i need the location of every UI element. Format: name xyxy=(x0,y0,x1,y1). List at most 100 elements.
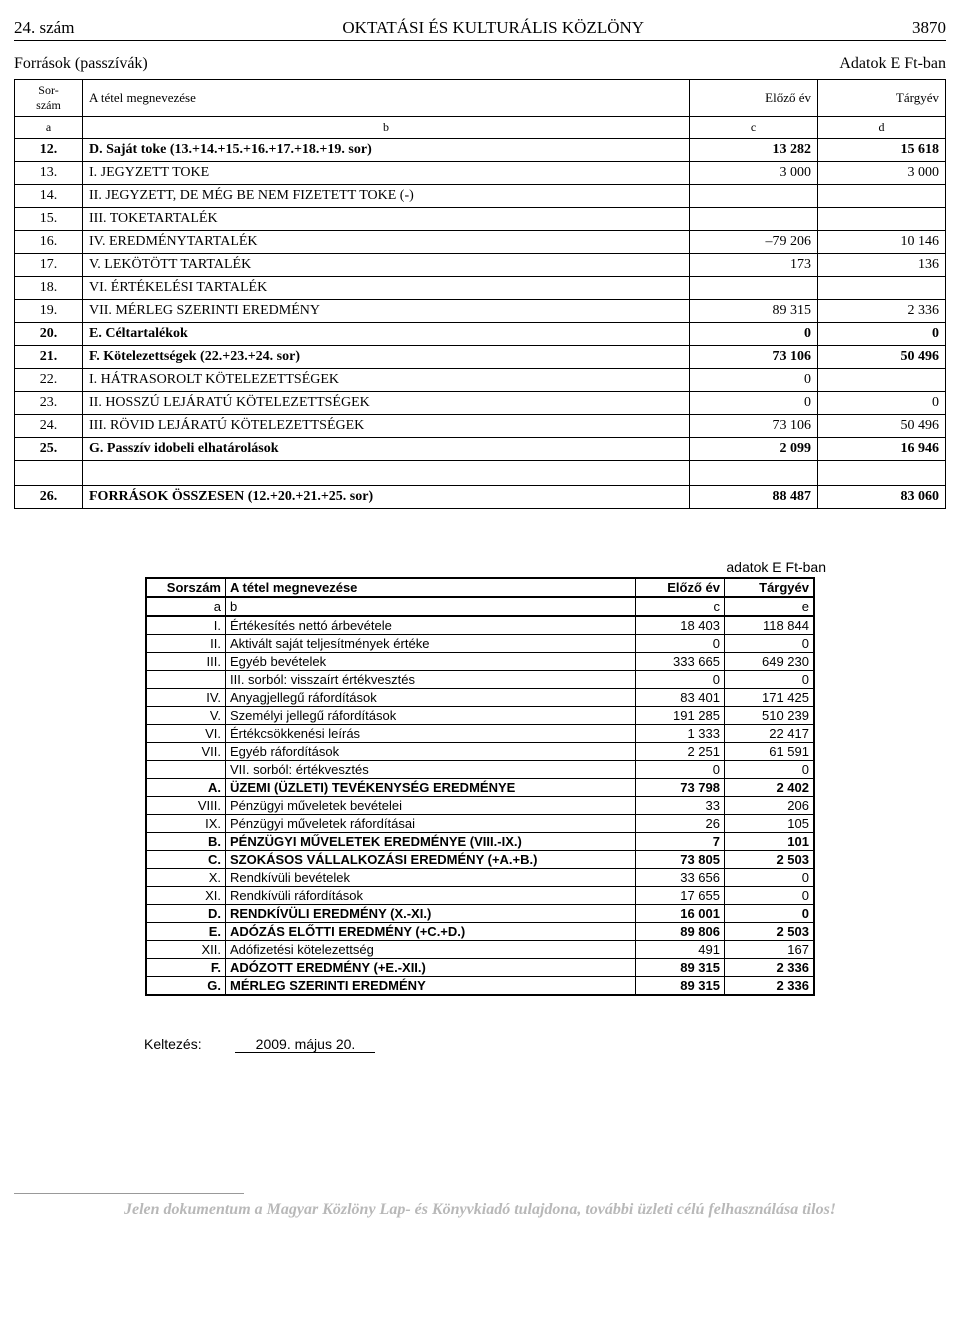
cell: Személyi jellegű ráfordítások xyxy=(226,707,636,725)
cell xyxy=(146,761,226,779)
cell: VII. sorból: értékvesztés xyxy=(226,761,636,779)
t2-head-a: Sorszám xyxy=(146,578,226,597)
cell: 105 xyxy=(725,815,815,833)
t1-sub-c: c xyxy=(690,117,818,139)
t1-head-d: Tárgyév xyxy=(818,80,946,117)
cell: 26. xyxy=(15,486,83,509)
cell: ADÓZOTT EREDMÉNY (+E.-XII.) xyxy=(226,959,636,977)
cell: Értékesítés nettó árbevétele xyxy=(226,616,636,635)
cell: 0 xyxy=(690,392,818,415)
t1-head-c: Előző év xyxy=(690,80,818,117)
cell: 50 496 xyxy=(818,346,946,369)
cell xyxy=(818,185,946,208)
cell: 26 xyxy=(636,815,725,833)
table-row: A.ÜZEMI (ÜZLETI) TEVÉKENYSÉG EREDMÉNYE73… xyxy=(146,779,814,797)
t1-sub-a: a xyxy=(15,117,83,139)
cell: 2 336 xyxy=(725,959,815,977)
cell: E. xyxy=(146,923,226,941)
cell: 17 655 xyxy=(636,887,725,905)
cell: III. TOKETARTALÉK xyxy=(83,208,690,231)
cell: 88 487 xyxy=(690,486,818,509)
table-row: III. sorból: visszaírt értékvesztés00 xyxy=(146,671,814,689)
cell: VIII. xyxy=(146,797,226,815)
date-label: Keltezés: xyxy=(144,1036,202,1052)
cell: II. JEGYZETT, DE MÉG BE NEM FIZETETT TOK… xyxy=(83,185,690,208)
cell: 83 401 xyxy=(636,689,725,707)
t1-head-b: A tétel megnevezése xyxy=(83,80,690,117)
cell: Értékcsökkenési leírás xyxy=(226,725,636,743)
cell: 136 xyxy=(818,254,946,277)
cell: 0 xyxy=(636,671,725,689)
table-row: 23.II. HOSSZÚ LEJÁRATÚ KÖTELEZETTSÉGEK00 xyxy=(15,392,946,415)
table-row: II.Aktivált saját teljesítmények értéke0… xyxy=(146,635,814,653)
cell: VII. MÉRLEG SZERINTI EREDMÉNY xyxy=(83,300,690,323)
cell: 0 xyxy=(636,635,725,653)
cell: I. xyxy=(146,616,226,635)
cell xyxy=(146,671,226,689)
cell: 2 503 xyxy=(725,851,815,869)
cell: –79 206 xyxy=(690,231,818,254)
table-row: VIII.Pénzügyi műveletek bevételei33206 xyxy=(146,797,814,815)
cell: V. LEKÖTÖTT TARTALÉK xyxy=(83,254,690,277)
table-row: 22.I. HÁTRASOROLT KÖTELEZETTSÉGEK0 xyxy=(15,369,946,392)
cell: Rendkívüli bevételek xyxy=(226,869,636,887)
cell: 0 xyxy=(725,887,815,905)
cell: III. RÖVID LEJÁRATÚ KÖTELEZETTSÉGEK xyxy=(83,415,690,438)
cell: 14. xyxy=(15,185,83,208)
cell: III. xyxy=(146,653,226,671)
cell: 12. xyxy=(15,139,83,162)
cell: 171 425 xyxy=(725,689,815,707)
cell: FORRÁSOK ÖSSZESEN (12.+20.+21.+25. sor) xyxy=(83,486,690,509)
cell: ÜZEMI (ÜZLETI) TEVÉKENYSÉG EREDMÉNYE xyxy=(226,779,636,797)
cell: 13 282 xyxy=(690,139,818,162)
cell: 333 665 xyxy=(636,653,725,671)
cell: 2 336 xyxy=(725,977,815,996)
table-row: 16.IV. EREDMÉNYTARTALÉK–79 20610 146 xyxy=(15,231,946,254)
cell xyxy=(690,277,818,300)
cell: MÉRLEG SZERINTI EREDMÉNY xyxy=(226,977,636,996)
t2-sub-c: c xyxy=(636,597,725,616)
header-left: 24. szám xyxy=(14,18,74,38)
cell: 24. xyxy=(15,415,83,438)
cell: 3 000 xyxy=(690,162,818,185)
table-row: 24.III. RÖVID LEJÁRATÚ KÖTELEZETTSÉGEK73… xyxy=(15,415,946,438)
cell: 491 xyxy=(636,941,725,959)
cell: Egyéb bevételek xyxy=(226,653,636,671)
footnote-separator xyxy=(14,1193,244,1194)
cell: Pénzügyi műveletek bevételei xyxy=(226,797,636,815)
cell: 61 591 xyxy=(725,743,815,761)
table-row: E.ADÓZÁS ELŐTTI EREDMÉNY (+C.+D.)89 8062… xyxy=(146,923,814,941)
cell: 73 106 xyxy=(690,415,818,438)
header-right: 3870 xyxy=(912,18,946,38)
t1-sub-b: b xyxy=(83,117,690,139)
table-row: XII.Adófizetési kötelezettség491167 xyxy=(146,941,814,959)
footnote-text: Jelen dokumentum a Magyar Közlöny Lap- é… xyxy=(14,1201,946,1219)
cell: 73 106 xyxy=(690,346,818,369)
cell: SZOKÁSOS VÁLLALKOZÁSI EREDMÉNY (+A.+B.) xyxy=(226,851,636,869)
cell: G. xyxy=(146,977,226,996)
cell: 20. xyxy=(15,323,83,346)
cell: VI. ÉRTÉKELÉSI TARTALÉK xyxy=(83,277,690,300)
balance-table: Sor- szám A tétel megnevezése Előző év T… xyxy=(14,79,946,509)
table-row: B.PÉNZÜGYI MŰVELETEK EREDMÉNYE (VIII.-IX… xyxy=(146,833,814,851)
cell: C. xyxy=(146,851,226,869)
table-row: 15.III. TOKETARTALÉK xyxy=(15,208,946,231)
cell: XII. xyxy=(146,941,226,959)
table-row: V.Személyi jellegű ráfordítások191 28551… xyxy=(146,707,814,725)
table-row: 20.E. Céltartalékok00 xyxy=(15,323,946,346)
cell: 167 xyxy=(725,941,815,959)
cell: PÉNZÜGYI MŰVELETEK EREDMÉNYE (VIII.-IX.) xyxy=(226,833,636,851)
cell: 0 xyxy=(818,392,946,415)
cell: 73 805 xyxy=(636,851,725,869)
table-row: XI.Rendkívüli ráfordítások17 6550 xyxy=(146,887,814,905)
t2-sub-a: a xyxy=(146,597,226,616)
cell: 0 xyxy=(690,323,818,346)
table-row: 19.VII. MÉRLEG SZERINTI EREDMÉNY89 3152 … xyxy=(15,300,946,323)
cell: 19. xyxy=(15,300,83,323)
cell: III. sorból: visszaírt értékvesztés xyxy=(226,671,636,689)
cell: IX. xyxy=(146,815,226,833)
cell: V. xyxy=(146,707,226,725)
header-center: OKTATÁSI ÉS KULTURÁLIS KÖZLÖNY xyxy=(74,18,912,38)
cell: Anyagjellegű ráfordítások xyxy=(226,689,636,707)
table-row: IX.Pénzügyi műveletek ráfordításai26105 xyxy=(146,815,814,833)
